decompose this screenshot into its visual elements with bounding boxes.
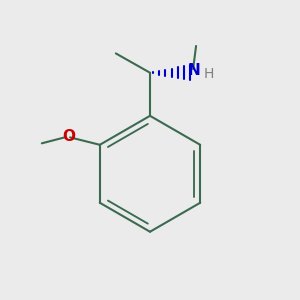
Text: H: H bbox=[203, 67, 214, 81]
Text: N: N bbox=[188, 63, 200, 78]
Text: O: O bbox=[62, 129, 75, 144]
